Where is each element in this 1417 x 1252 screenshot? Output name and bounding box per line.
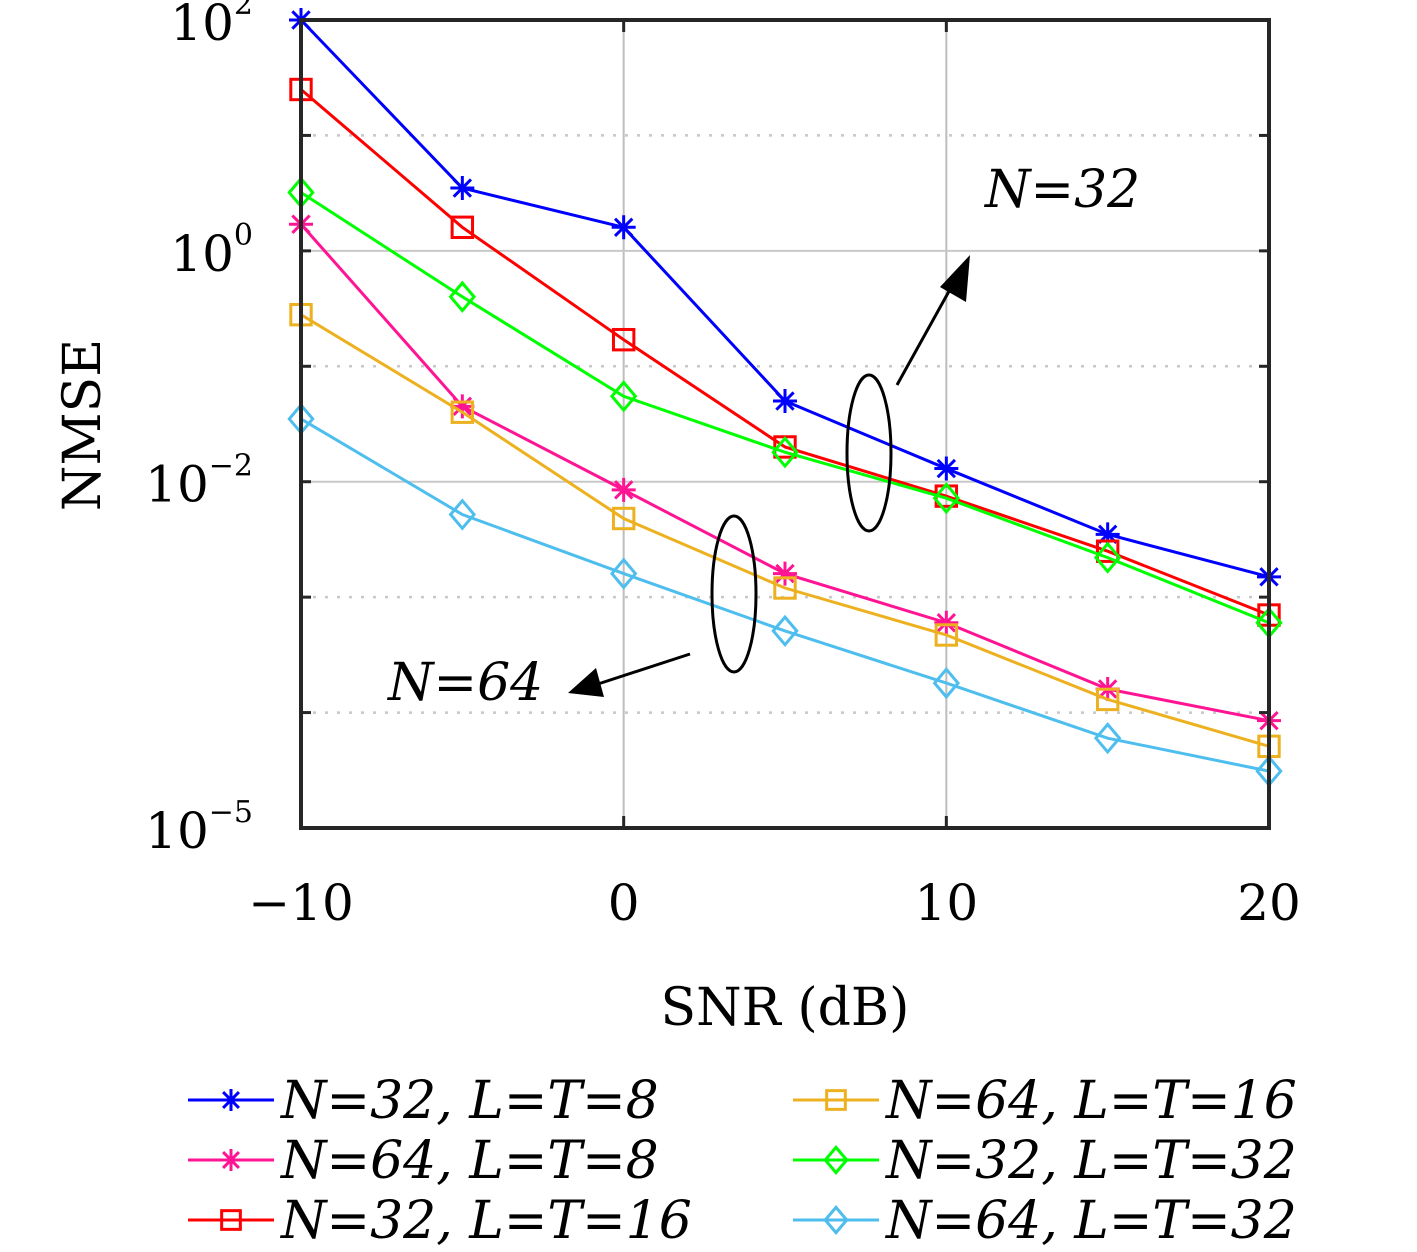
legend-label: N=32, L=T=32 bbox=[884, 1131, 1297, 1191]
asterisk-marker bbox=[450, 394, 475, 419]
square-marker bbox=[611, 506, 636, 531]
series-line bbox=[300, 417, 1270, 773]
diamond-marker bbox=[771, 614, 799, 648]
x-tick-label: −10 bbox=[248, 874, 354, 932]
x-tick-label: 0 bbox=[608, 874, 640, 932]
square-marker bbox=[1095, 539, 1120, 563]
x-axis-label: SNR (dB) bbox=[661, 978, 910, 1038]
annotation-ellipse-n32 bbox=[845, 373, 893, 533]
series-line bbox=[300, 191, 1270, 625]
diamond-marker bbox=[1093, 722, 1122, 755]
diamond-marker bbox=[448, 280, 477, 313]
series-1 bbox=[289, 8, 1281, 589]
y-tick-label: 10−5 bbox=[145, 795, 253, 860]
legend-entry: N=32, L=T=8 bbox=[188, 1071, 659, 1131]
x-tick-label: 10 bbox=[915, 874, 979, 932]
asterisk-marker bbox=[611, 477, 636, 502]
diamond-marker bbox=[823, 1205, 849, 1235]
diamond-marker bbox=[771, 436, 799, 469]
asterisk-marker bbox=[934, 456, 959, 481]
legend-label: N=32, L=T=16 bbox=[279, 1191, 692, 1251]
square-marker bbox=[450, 215, 475, 239]
square-marker bbox=[450, 400, 475, 424]
x-tick-label: 20 bbox=[1237, 874, 1301, 932]
asterisk-marker bbox=[773, 389, 797, 414]
series-4 bbox=[289, 302, 1281, 759]
legend-entry: N=64, L=T=8 bbox=[188, 1131, 659, 1191]
square-marker bbox=[220, 1209, 242, 1231]
diamond-marker bbox=[823, 1145, 849, 1175]
asterisk-marker bbox=[450, 176, 475, 201]
square-marker bbox=[773, 576, 797, 600]
y-tick-label: 100 bbox=[170, 218, 253, 283]
diamond-marker bbox=[609, 557, 638, 590]
annotation-arrow-n32 bbox=[895, 274, 960, 386]
square-marker bbox=[934, 623, 959, 647]
asterisk-marker bbox=[220, 1149, 242, 1171]
y-tick-label: 10−2 bbox=[145, 449, 253, 514]
tick-labels: −10 0 10 20 102 100 10−2 10−5 bbox=[145, 0, 1301, 932]
asterisk-marker bbox=[773, 561, 797, 586]
legend-label: N=64, L=T=32 bbox=[884, 1191, 1297, 1251]
legend-entry: N=64, L=T=16 bbox=[793, 1071, 1297, 1131]
series-line bbox=[300, 313, 1270, 748]
diamond-marker bbox=[932, 482, 961, 515]
series-line bbox=[300, 88, 1270, 617]
diamond-marker bbox=[609, 380, 638, 413]
grid-lines bbox=[301, 20, 1269, 828]
legend-label: N=64, L=T=8 bbox=[279, 1131, 659, 1191]
annotation-n64: N=64 bbox=[386, 514, 758, 713]
legend-entry: N=64, L=T=32 bbox=[793, 1191, 1297, 1251]
asterisk-marker bbox=[1095, 522, 1120, 547]
series-5 bbox=[287, 176, 1283, 639]
asterisk-marker bbox=[934, 610, 959, 635]
diamond-marker bbox=[448, 498, 477, 531]
square-marker bbox=[825, 1089, 847, 1111]
arrowhead-n64 bbox=[568, 668, 604, 697]
y-axis-label: NMSE bbox=[53, 339, 113, 511]
data-series bbox=[287, 8, 1283, 788]
asterisk-marker bbox=[220, 1089, 242, 1111]
annotation-text-n32: N=32 bbox=[983, 160, 1140, 220]
axis-ticks bbox=[299, 18, 1271, 830]
diamond-marker bbox=[932, 666, 961, 700]
square-marker bbox=[1095, 687, 1120, 712]
legend-entry: N=32, L=T=16 bbox=[188, 1191, 692, 1251]
diamond-marker bbox=[1093, 541, 1122, 574]
asterisk-marker bbox=[611, 215, 636, 240]
legend: N=32, L=T=8N=64, L=T=8N=32, L=T=16 N=64, … bbox=[188, 1071, 1297, 1251]
legend-label: N=64, L=T=16 bbox=[884, 1071, 1297, 1131]
plot-frame bbox=[299, 18, 1271, 830]
annotation-n32: N=32 bbox=[845, 160, 1140, 533]
annotation-text-n64: N=64 bbox=[386, 653, 543, 713]
arrowhead-n32 bbox=[940, 255, 970, 302]
y-tick-label: 102 bbox=[170, 0, 253, 52]
annotation-arrow-n64 bbox=[597, 652, 691, 686]
legend-entry: N=32, L=T=32 bbox=[793, 1131, 1297, 1191]
annotation-ellipse-n64 bbox=[710, 514, 758, 674]
legend-label: N=32, L=T=8 bbox=[279, 1071, 659, 1131]
square-marker bbox=[611, 327, 636, 352]
